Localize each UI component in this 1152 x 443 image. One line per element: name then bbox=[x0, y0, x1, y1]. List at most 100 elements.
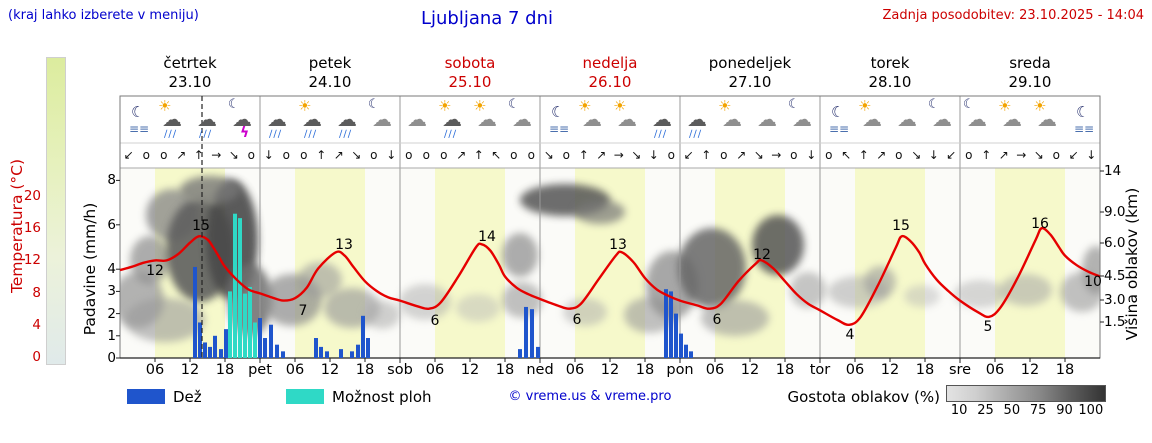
temperature-colorbar bbox=[46, 57, 66, 365]
precip-tick-label: 3 bbox=[107, 283, 116, 300]
time-tick-label: 18 bbox=[915, 362, 935, 378]
sunTL-glyph: ☀ bbox=[298, 97, 312, 115]
wind-symbol: → bbox=[613, 148, 624, 162]
day-name: torek bbox=[870, 54, 910, 72]
density-tick-label: 90 bbox=[1056, 403, 1073, 418]
day-date: 23.10 bbox=[168, 73, 212, 91]
wind-symbol: ↗ bbox=[596, 148, 607, 162]
rain-glyph: ∕∕∕ bbox=[654, 129, 668, 140]
wind-symbol: ↘ bbox=[911, 148, 922, 162]
wind-symbol: ↑ bbox=[701, 148, 712, 162]
cloud-icon: ☁ bbox=[400, 97, 435, 143]
cloud-rain-icon: ☁ ∕∕∕ bbox=[260, 97, 295, 143]
wind-symbol: → bbox=[1016, 148, 1027, 162]
temp-value-label: 15 bbox=[892, 218, 910, 234]
wind-symbol: ↘ bbox=[753, 148, 764, 162]
sunTL-glyph: ☀ bbox=[858, 97, 872, 115]
day-date: 27.10 bbox=[728, 73, 772, 91]
cloud-height-tick-label: 4.5 bbox=[1104, 268, 1126, 284]
wind-symbol: ↖ bbox=[491, 148, 502, 162]
moonTL-glyph: ☾ bbox=[368, 97, 380, 112]
sun-cloud-rain-icon: ☀ ☁ ∕∕∕ bbox=[435, 97, 470, 143]
moon-cloud-icon: ☾ ☁ bbox=[505, 97, 540, 143]
temp-value-label: 10 bbox=[1084, 274, 1102, 290]
density-tick-label: 50 bbox=[1003, 403, 1021, 418]
day-date: 26.10 bbox=[588, 73, 632, 91]
wind-symbol: ↑ bbox=[858, 148, 869, 162]
sun-cloud-rain-icon: ☀ ☁ ∕∕∕ bbox=[295, 97, 330, 143]
wind-symbol: ↓ bbox=[806, 148, 817, 162]
cloud-glyph: ☁ bbox=[582, 107, 602, 131]
temp-tick-label: 20 bbox=[23, 188, 41, 204]
wind-symbol: o bbox=[965, 148, 973, 162]
cloud-glyph: ☁ bbox=[897, 107, 917, 131]
rain-glyph: ∕∕∕ bbox=[444, 129, 458, 140]
storm-moon-icon: ☾ ☁ ϟ bbox=[225, 97, 260, 143]
time-tick-label: 18 bbox=[635, 362, 655, 378]
wind-symbol: ↗ bbox=[176, 148, 187, 162]
wind-symbol: ↗ bbox=[736, 148, 747, 162]
sunTL-glyph: ☀ bbox=[158, 97, 172, 115]
moon-fog-icon: ☾ ≡≡ bbox=[120, 97, 155, 143]
cloudD-glyph: ☁ bbox=[337, 107, 357, 131]
wind-symbol: o bbox=[440, 148, 448, 162]
cloud-glyph: ☁ bbox=[512, 107, 532, 131]
wind-symbol: o bbox=[667, 148, 675, 162]
time-tick-label: 12 bbox=[460, 362, 480, 378]
wind-symbol: o bbox=[895, 148, 903, 162]
cloud-glyph: ☁ bbox=[967, 107, 987, 131]
sun-cloud-rain-icon: ☀ ☁ ∕∕∕ bbox=[155, 97, 190, 143]
cloud-glyph: ☁ bbox=[757, 107, 777, 131]
cloud-icon: ☁ bbox=[750, 97, 785, 143]
wind-symbol: ↑ bbox=[193, 148, 204, 162]
wind-symbol: ↘ bbox=[543, 148, 554, 162]
wind-symbol: ↖ bbox=[841, 148, 852, 162]
showers-legend-label: Možnost ploh bbox=[332, 388, 432, 406]
wind-symbol: o bbox=[422, 148, 430, 162]
wind-symbol: o bbox=[790, 148, 798, 162]
day-abbrev-label: sre bbox=[948, 362, 972, 378]
cloud-glyph: ☁ bbox=[1002, 107, 1022, 131]
fog-glyph: ≡≡ bbox=[129, 122, 150, 136]
wind-symbol: ↑ bbox=[981, 148, 992, 162]
menu-hint: (kraj lahko izberete v meniju) bbox=[8, 8, 199, 23]
wind-symbol: ↓ bbox=[928, 148, 939, 162]
copyright-link[interactable]: © vreme.us & vreme.pro bbox=[508, 389, 672, 404]
wind-symbol: ↙ bbox=[683, 148, 694, 162]
wind-symbol: → bbox=[211, 148, 222, 162]
precip-tick-label: 1 bbox=[107, 327, 116, 344]
wind-symbol: o bbox=[562, 148, 570, 162]
time-tick-label: 18 bbox=[495, 362, 515, 378]
fog-glyph: ≡≡ bbox=[549, 122, 570, 136]
density-tick-label: 10 bbox=[950, 403, 968, 418]
moonTL-glyph: ☾ bbox=[508, 97, 520, 112]
wind-symbol: ↗ bbox=[456, 148, 467, 162]
wind-symbol: o bbox=[370, 148, 378, 162]
cloud-glyph: ☁ bbox=[792, 107, 812, 131]
temp-tick-label: 16 bbox=[23, 220, 41, 237]
wind-symbol: o bbox=[405, 148, 413, 162]
wind-symbol: ↗ bbox=[333, 148, 344, 162]
sun-cloud-icon: ☀ ☁ bbox=[575, 97, 610, 143]
cloudD-glyph: ☁ bbox=[162, 107, 182, 131]
moonTL-glyph: ☾ bbox=[963, 97, 975, 112]
page-title: Ljubljana 7 dni bbox=[420, 8, 554, 29]
cloud-rain-icon: ☁ ∕∕∕ bbox=[680, 97, 715, 143]
sun-cloud-icon: ☀ ☁ bbox=[715, 97, 750, 143]
day-name: četrtek bbox=[163, 54, 217, 72]
cloud-glyph: ☁ bbox=[862, 107, 882, 131]
time-tick-label: 12 bbox=[740, 362, 760, 378]
day-date: 28.10 bbox=[868, 73, 912, 91]
precip-tick-label: 8 bbox=[107, 172, 116, 189]
day-date: 24.10 bbox=[308, 73, 352, 91]
day-header: sobota 25.10 bbox=[400, 54, 540, 92]
temp-value-label: 6 bbox=[430, 313, 440, 329]
cloud-height-tick-label: 1.5 bbox=[1104, 314, 1126, 330]
sunTL-glyph: ☀ bbox=[998, 97, 1012, 115]
moonTL-glyph: ☾ bbox=[788, 97, 800, 112]
time-tick-label: 06 bbox=[985, 362, 1005, 378]
wind-symbol: → bbox=[771, 148, 782, 162]
time-tick-label: 18 bbox=[215, 362, 235, 378]
moonC-glyph: ☾ bbox=[1076, 103, 1090, 121]
